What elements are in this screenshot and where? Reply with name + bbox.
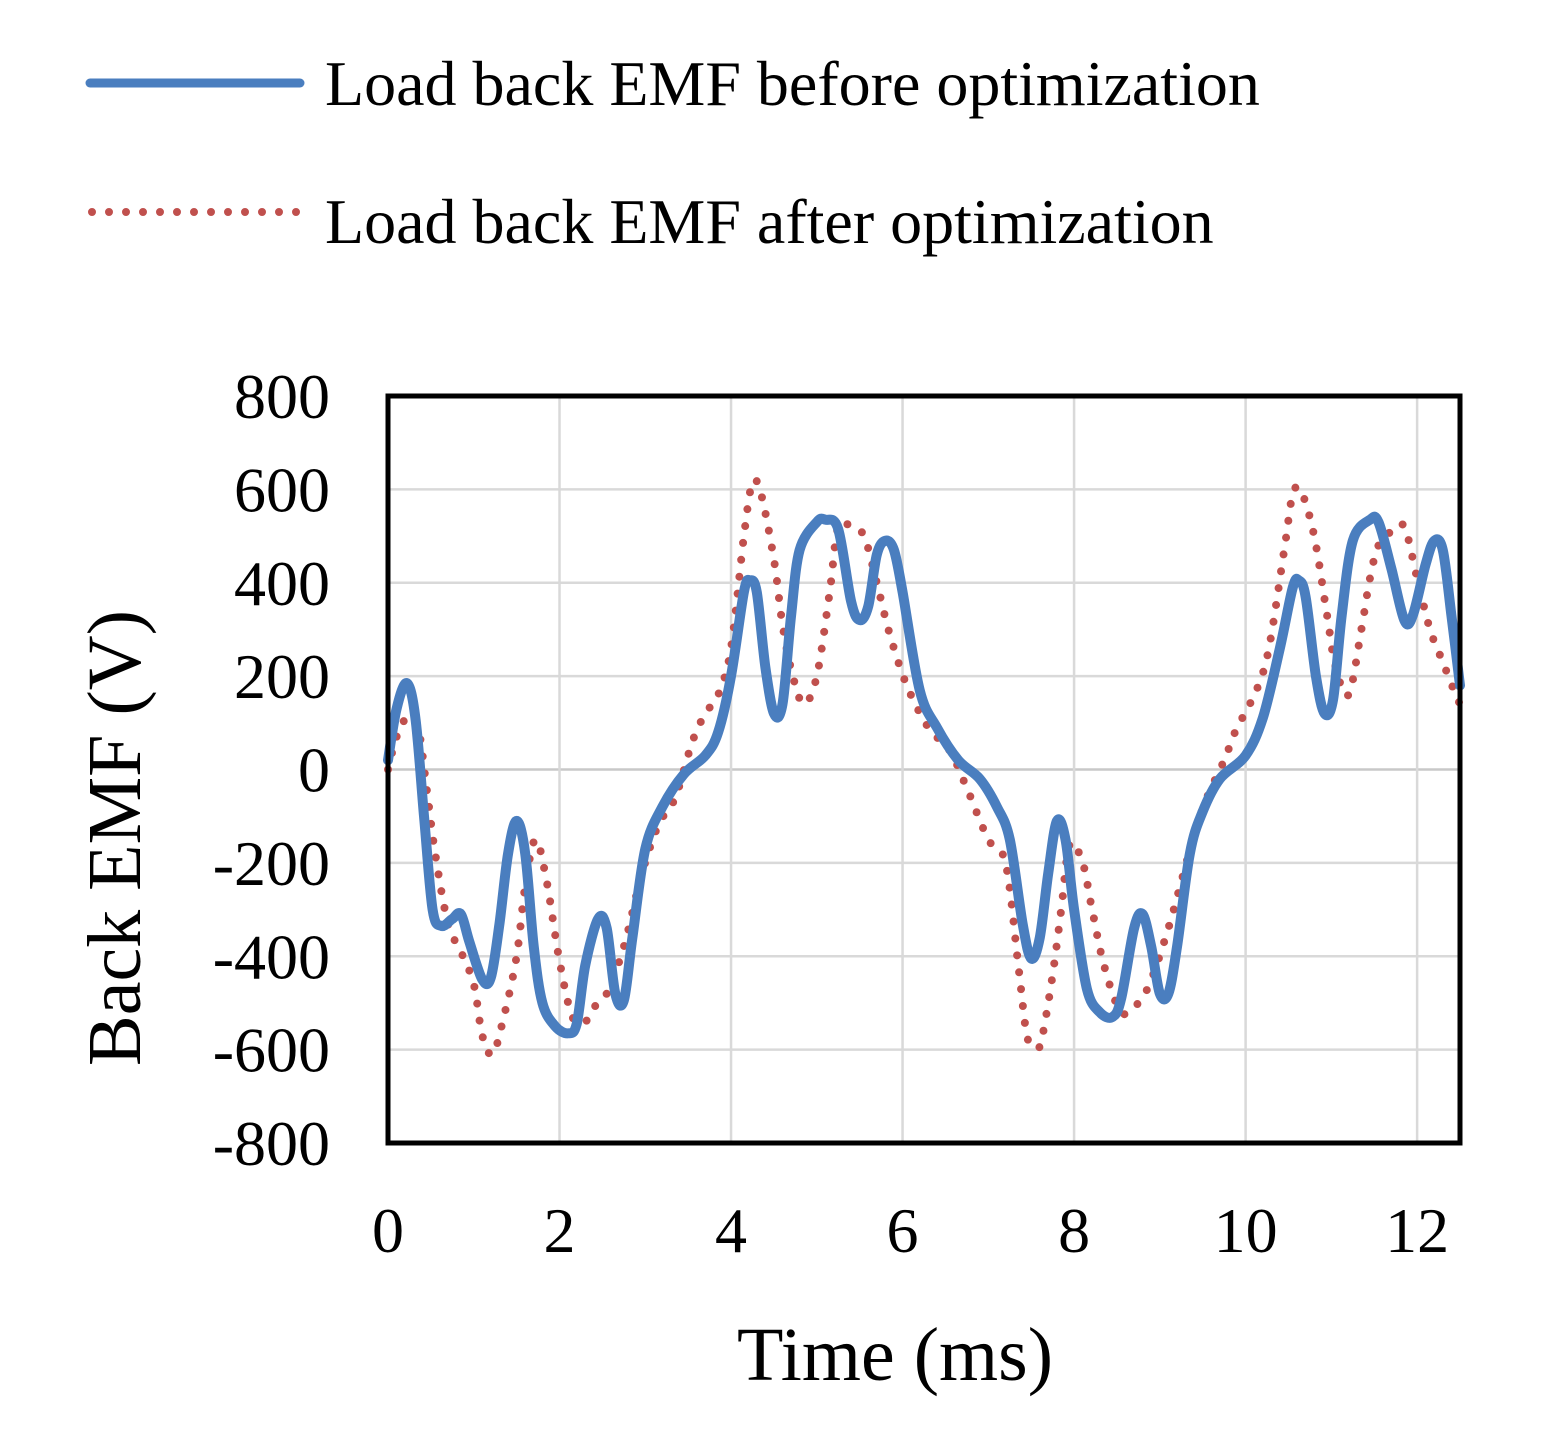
y-tick-label: 200 [234,641,330,712]
x-tick-label: 10 [1214,1195,1278,1266]
x-tick-label: 0 [372,1195,404,1266]
plot-frame [385,393,1463,1146]
plot-area [383,393,1465,1146]
y-axis-title: Back EMF (V) [73,610,157,1066]
x-axis-tick-labels: 0 2 4 6 8 10 12 [372,1195,1449,1266]
series-layer [383,475,1465,1059]
legend-entry-before: Load back EMF before optimization [85,48,1260,119]
y-tick-label: -800 [213,1108,330,1179]
legend-label-before: Load back EMF before optimization [325,48,1260,119]
y-axis-tick-labels: 800 600 400 200 0 -200 -400 -600 -800 [213,361,330,1179]
y-tick-label: 800 [234,361,330,432]
x-tick-label: 4 [715,1195,747,1266]
legend-entry-after: Load back EMF after optimization [88,186,1214,257]
y-tick-label: 0 [298,735,330,806]
y-tick-label: 600 [234,454,330,525]
y-tick-label: -200 [213,828,330,899]
x-tick-label: 8 [1058,1195,1090,1266]
legend-label-after: Load back EMF after optimization [325,186,1214,257]
x-tick-label: 6 [887,1195,919,1266]
legend: Load back EMF before optimization Load b… [85,48,1260,257]
series-line-after [384,475,1464,1059]
grid-lines [386,394,1460,1145]
x-tick-label: 2 [544,1195,576,1266]
x-axis-title: Time (ms) [737,1313,1053,1397]
x-tick-label: 12 [1385,1195,1449,1266]
series-line-before [383,511,1465,1039]
y-tick-label: -400 [213,921,330,992]
y-tick-label: -600 [213,1015,330,1086]
y-tick-label: 400 [234,548,330,619]
